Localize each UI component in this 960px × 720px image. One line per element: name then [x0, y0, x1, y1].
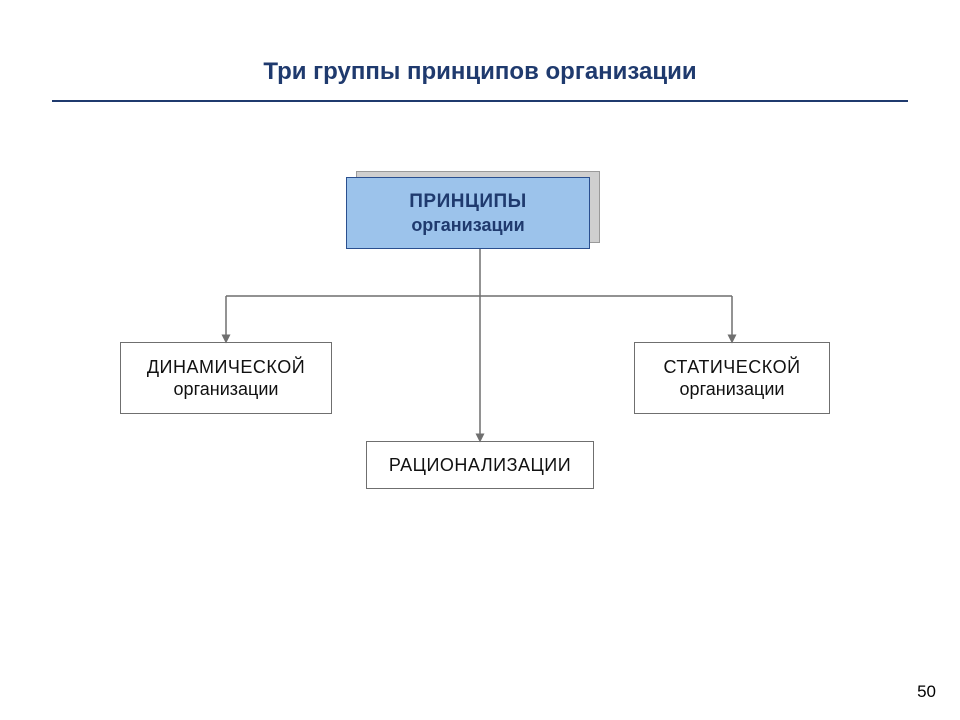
child-box-dynamic: ДИНАМИЧЕСКОЙ организации	[120, 342, 332, 414]
child-line1: РАЦИОНАЛИЗАЦИИ	[389, 454, 571, 477]
child-box-rational: РАЦИОНАЛИЗАЦИИ	[366, 441, 594, 489]
child-box-static: СТАТИЧЕСКОЙ организации	[634, 342, 830, 414]
org-diagram: ПРИНЦИПЫ организации ДИНАМИЧЕСКОЙ органи…	[0, 0, 960, 720]
root-box: ПРИНЦИПЫ организации	[346, 177, 590, 249]
root-line2: организации	[411, 214, 524, 237]
child-line1: СТАТИЧЕСКОЙ	[663, 356, 800, 379]
slide: Три группы принципов организации ПРИНЦИП…	[0, 0, 960, 720]
page-number: 50	[917, 682, 936, 702]
child-line2: организации	[174, 378, 279, 401]
root-line1: ПРИНЦИПЫ	[409, 190, 527, 214]
child-line2: организации	[680, 378, 785, 401]
child-line1: ДИНАМИЧЕСКОЙ	[147, 356, 305, 379]
